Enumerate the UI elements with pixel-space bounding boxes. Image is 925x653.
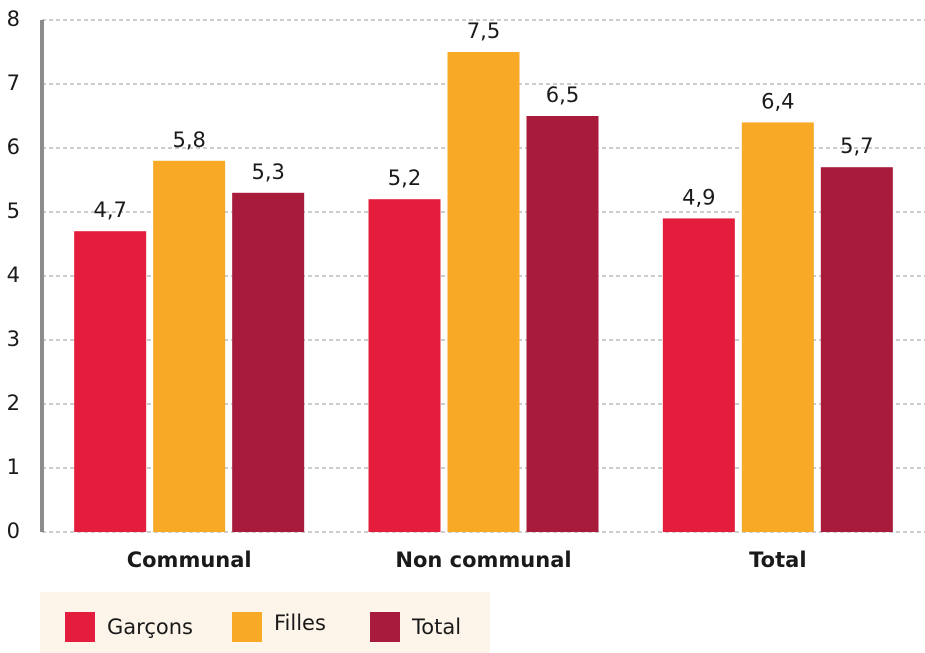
y-tick-label: 3: [7, 327, 20, 351]
bar: [662, 218, 735, 532]
y-tick-label: 4: [7, 263, 20, 287]
legend-swatch: [65, 612, 95, 642]
y-tick-label: 6: [7, 135, 20, 159]
x-tick-label: Non communal: [395, 548, 571, 572]
x-tick-label: Communal: [127, 548, 252, 572]
y-tick-label: 8: [7, 7, 20, 31]
data-label: 6,5: [546, 83, 579, 107]
legend-label: Garçons: [107, 615, 193, 639]
data-label: 5,2: [388, 166, 421, 190]
y-tick-label: 0: [7, 519, 20, 543]
data-label: 5,3: [251, 160, 284, 184]
x-tick-label: Total: [749, 548, 806, 572]
bar: [741, 122, 814, 533]
data-label: 4,9: [682, 185, 715, 209]
data-label: 5,8: [172, 128, 205, 152]
y-tick-label: 5: [7, 199, 20, 223]
data-label: 5,7: [840, 134, 873, 158]
y-tick-label: 7: [7, 71, 20, 95]
bar: [232, 192, 305, 533]
bar: [74, 231, 147, 532]
bar: [153, 160, 226, 533]
data-label: 6,4: [761, 89, 794, 113]
legend-swatch: [370, 612, 400, 642]
legend-label: Total: [411, 615, 461, 639]
bar: [820, 167, 893, 532]
y-tick-label: 2: [7, 391, 20, 415]
data-label: 4,7: [93, 198, 126, 222]
y-tick-label: 1: [7, 455, 20, 479]
legend-swatch: [232, 612, 262, 642]
legend-label: Filles: [274, 611, 326, 635]
bar: [368, 199, 441, 532]
data-label: 7,5: [467, 19, 500, 43]
legend-box: [40, 592, 490, 653]
bar: [447, 52, 520, 532]
bar: [526, 116, 599, 532]
